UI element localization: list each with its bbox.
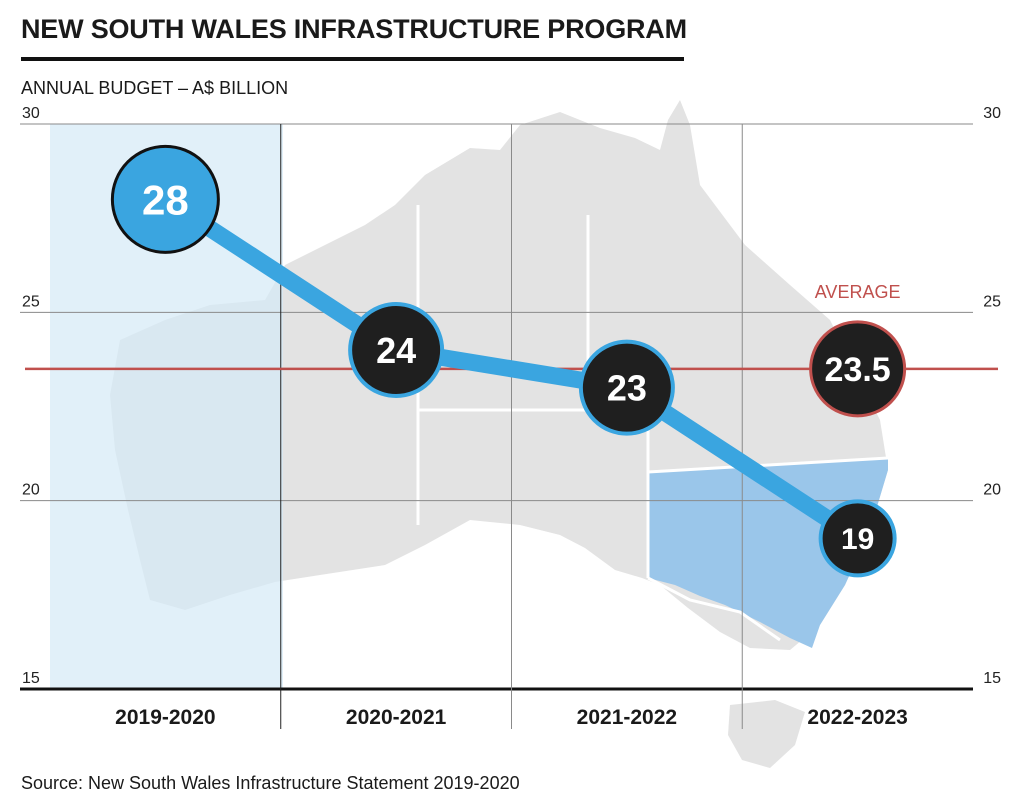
y-tick-label-left: 25 bbox=[22, 293, 40, 310]
nsw-region bbox=[648, 458, 888, 648]
x-axis-categories: 2019-2020 2020-2021 2021-2022 2022-2023 bbox=[115, 706, 908, 729]
title-rule bbox=[21, 57, 684, 61]
chart-subtitle: ANNUAL BUDGET – A$ BILLION bbox=[21, 78, 289, 98]
y-tick-label-left: 20 bbox=[22, 482, 40, 499]
y-axis-left: 15 20 25 30 bbox=[22, 105, 40, 687]
average-value-label: 23.5 bbox=[825, 351, 891, 389]
chart-title: NEW SOUTH WALES INFRASTRUCTURE PROGRAM bbox=[21, 14, 687, 44]
y-tick-label-right: 25 bbox=[983, 293, 1001, 310]
data-label: 19 bbox=[841, 523, 874, 556]
data-point bbox=[578, 339, 675, 436]
series-line bbox=[160, 192, 863, 546]
category-label: 2022-2023 bbox=[807, 706, 907, 729]
data-point bbox=[348, 302, 445, 398]
average-line-group: AVERAGE 23.5 bbox=[25, 282, 998, 418]
average-label: AVERAGE bbox=[815, 282, 901, 302]
y-tick-label-right: 30 bbox=[983, 105, 1001, 122]
data-label: 23 bbox=[607, 368, 647, 409]
y-tick-label-right: 15 bbox=[983, 670, 1001, 687]
source-note: Source: New South Wales Infrastructure S… bbox=[21, 773, 520, 793]
category-label: 2020-2021 bbox=[346, 706, 447, 729]
y-tick-label-left: 30 bbox=[22, 105, 40, 122]
y-axis-right: 15 20 25 30 bbox=[983, 105, 1001, 687]
tasmania-shape bbox=[728, 700, 805, 768]
category-label: 2021-2022 bbox=[577, 706, 677, 729]
y-tick-label-right: 20 bbox=[983, 482, 1001, 499]
category-label: 2019-2020 bbox=[115, 706, 215, 729]
gridlines bbox=[20, 123, 973, 729]
series-line-group bbox=[160, 192, 863, 546]
data-markers: 28 24 23 19 bbox=[110, 144, 897, 578]
data-point bbox=[110, 144, 220, 254]
average-marker bbox=[809, 320, 907, 418]
data-label: 24 bbox=[376, 330, 416, 371]
data-point bbox=[818, 499, 897, 578]
data-label: 28 bbox=[142, 176, 189, 223]
y-tick-label-left: 15 bbox=[22, 670, 40, 687]
